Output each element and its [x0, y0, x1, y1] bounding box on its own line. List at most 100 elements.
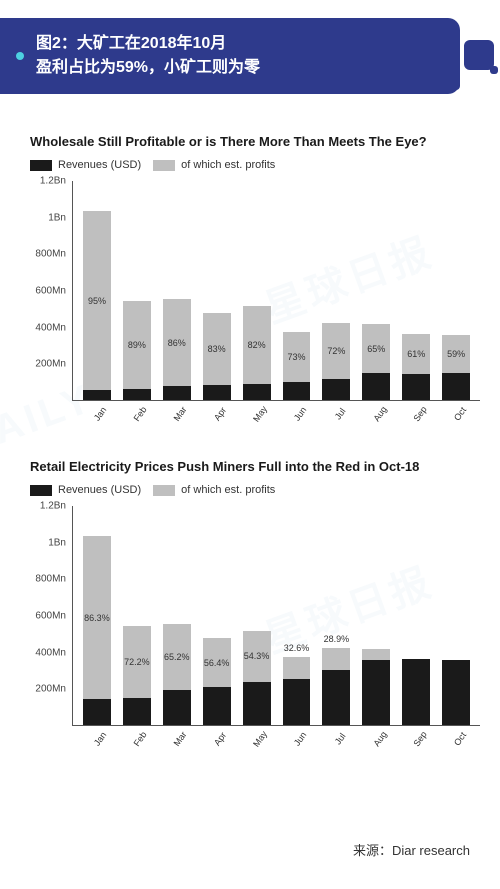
bar-segment-profit: 72.2%: [123, 626, 151, 698]
ytick: 1Bn: [48, 212, 66, 223]
bar-segment-profit: 86%: [163, 299, 191, 386]
bar-pct-label: 54.3%: [243, 651, 271, 661]
ytick: 400Mn: [35, 322, 66, 333]
bar-segment-profit: [362, 649, 390, 660]
bar: 89%: [123, 301, 151, 400]
bar-pct-label: 73%: [283, 352, 311, 362]
chart1-legend: Revenues (USD) of which est. profits: [30, 159, 480, 171]
bar-pct-label: 65%: [362, 344, 390, 354]
legend-label-profit: of which est. profits: [181, 159, 275, 171]
bar-pct-label: 86%: [163, 338, 191, 348]
bar: [362, 649, 390, 725]
ytick: 200Mn: [35, 684, 66, 695]
bar-pct-label: 65.2%: [163, 652, 191, 662]
legend-swatch-profit: [153, 485, 175, 496]
bar-pct-label: 61%: [402, 349, 430, 359]
ytick: 600Mn: [35, 286, 66, 297]
bar-slot: 28.9%: [316, 506, 356, 725]
bar-pct-label: 86.3%: [83, 613, 111, 623]
ytick: 800Mn: [35, 249, 66, 260]
bar: 65%: [362, 324, 390, 400]
bar-pct-label: 32.6%: [283, 643, 311, 653]
header-line1: 图2：大矿工在2018年10月: [36, 32, 440, 56]
chart1-bars: 95% 89% 86% 83% 82% 73% 72% 65% 61% 59%: [73, 181, 480, 400]
chart2-title: Retail Electricity Prices Push Miners Fu…: [30, 459, 480, 474]
bar-segment-profit: 65%: [362, 324, 390, 374]
bar: 86.3%: [83, 536, 111, 725]
bar-slot: 86.3%: [77, 506, 117, 725]
bar: 61%: [402, 334, 430, 400]
bar-segment-profit: 28.9%: [322, 648, 350, 670]
bar-slot: 95%: [77, 181, 117, 400]
ytick: 800Mn: [35, 574, 66, 585]
bar-pct-label: 82%: [243, 340, 271, 350]
chart2-legend: Revenues (USD) of which est. profits: [30, 484, 480, 496]
header-line2: 盈利占比为59%，小矿工则为零: [36, 56, 440, 80]
bar-slot: [356, 506, 396, 725]
bar-pct-label: 72%: [322, 346, 350, 356]
bar: 28.9%: [322, 648, 350, 725]
ytick: 1.2Bn: [40, 176, 66, 187]
bar-segment-profit: 56.4%: [203, 638, 231, 688]
bar: 83%: [203, 313, 231, 400]
bar: 32.6%: [283, 657, 311, 725]
bar-slot: 73%: [277, 181, 317, 400]
bar-slot: 56.4%: [197, 506, 237, 725]
legend-swatch-revenue: [30, 485, 52, 496]
bar-segment-profit: 32.6%: [283, 657, 311, 679]
chart2-xlabels: JanFebMarAprMayJunJulAugSepOct: [72, 726, 480, 746]
bar-segment-profit: 83%: [203, 313, 231, 385]
bar-pct-label: 95%: [83, 296, 111, 306]
chart2-area: 1.2Bn1Bn800Mn600Mn400Mn200Mn 86.3%72.2%6…: [30, 506, 480, 726]
bar-pct-label: 89%: [123, 340, 151, 350]
bar-slot: 54.3%: [237, 506, 277, 725]
source-label: 来源：Diar research: [353, 840, 470, 859]
bar-segment-revenue: [283, 679, 311, 725]
ytick: 200Mn: [35, 359, 66, 370]
ytick: 1Bn: [48, 537, 66, 548]
bar-segment-revenue: [402, 659, 430, 725]
legend-label-revenue: Revenues (USD): [58, 159, 141, 171]
ytick: 400Mn: [35, 647, 66, 658]
bar-slot: 65%: [356, 181, 396, 400]
header-dot-icon: [16, 52, 24, 60]
bar: 82%: [243, 306, 271, 400]
legend-label-profit: of which est. profits: [181, 484, 275, 496]
bar-segment-revenue: [243, 682, 271, 725]
bar-segment-profit: 59%: [442, 335, 470, 374]
bar: 56.4%: [203, 638, 231, 725]
bar: 72%: [322, 323, 350, 400]
bar-segment-profit: 82%: [243, 306, 271, 384]
chart1-xlabels: JanFebMarAprMayJunJulAugSepOct: [72, 401, 480, 421]
ytick: 1.2Bn: [40, 501, 66, 512]
bar: 72.2%: [123, 626, 151, 725]
content-area: Wholesale Still Profitable or is There M…: [0, 94, 500, 746]
bar-slot: 61%: [396, 181, 436, 400]
chart1-yaxis: 1.2Bn1Bn800Mn600Mn400Mn200Mn: [30, 181, 72, 401]
legend-label-revenue: Revenues (USD): [58, 484, 141, 496]
chart1-title: Wholesale Still Profitable or is There M…: [30, 134, 480, 149]
figure-header: 图2：大矿工在2018年10月 盈利占比为59%，小矿工则为零: [0, 18, 460, 94]
chart2-yaxis: 1.2Bn1Bn800Mn600Mn400Mn200Mn: [30, 506, 72, 726]
bar-pct-label: 72.2%: [123, 657, 151, 667]
bar-slot: 89%: [117, 181, 157, 400]
chart1-area: 1.2Bn1Bn800Mn600Mn400Mn200Mn 95%89%86%83…: [30, 181, 480, 401]
bar-segment-profit: 61%: [402, 334, 430, 374]
bar-segment-profit: 72%: [322, 323, 350, 379]
bar: [402, 659, 430, 725]
bar-segment-profit: 73%: [283, 332, 311, 382]
bar-pct-label: 59%: [442, 349, 470, 359]
bar: 65.2%: [163, 624, 191, 725]
legend-swatch-profit: [153, 160, 175, 171]
bar-slot: 59%: [436, 181, 476, 400]
bar-segment-profit: 95%: [83, 211, 111, 390]
bar-segment-profit: 65.2%: [163, 624, 191, 690]
bar-slot: [436, 506, 476, 725]
chart1-plot: 95% 89% 86% 83% 82% 73% 72% 65% 61% 59%: [72, 181, 480, 401]
chart-retail: Retail Electricity Prices Push Miners Fu…: [30, 459, 480, 746]
bar: [442, 660, 470, 725]
bar: 54.3%: [243, 631, 271, 725]
bar-slot: 65.2%: [157, 506, 197, 725]
bar-slot: 83%: [197, 181, 237, 400]
deco-square: [490, 66, 498, 74]
